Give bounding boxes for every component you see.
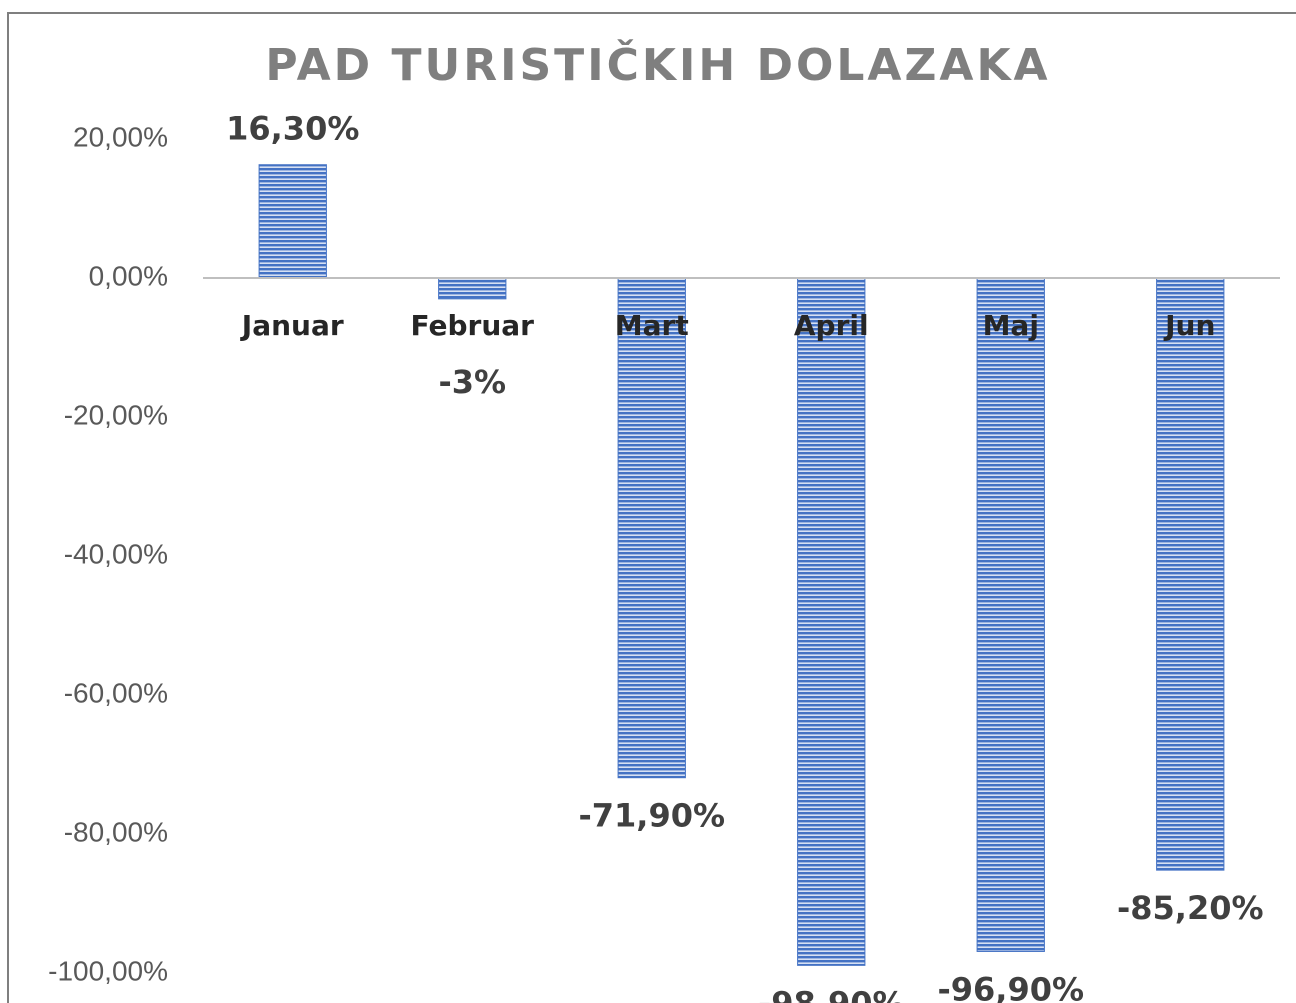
x-tick-label: Februar	[411, 309, 535, 342]
x-tick-label: Maj	[983, 309, 1039, 342]
y-tick-label: 20,00%	[73, 121, 168, 152]
x-tick-label: Januar	[240, 309, 344, 342]
bar	[617, 277, 686, 779]
x-tick-label: April	[794, 309, 869, 342]
y-tick-label: 0,00%	[89, 260, 168, 291]
bar	[976, 277, 1045, 952]
data-label: -98,90%	[758, 984, 905, 1003]
data-label: -71,90%	[578, 797, 725, 835]
x-tick-label: Mart	[615, 309, 689, 342]
y-tick-label: -80,00%	[64, 816, 168, 847]
chart-title: PAD TURISTIČKIH DOLAZAKA	[265, 38, 1050, 91]
y-tick-label: -100,00%	[48, 955, 168, 986]
y-tick-label: -40,00%	[64, 538, 168, 569]
frame	[7, 12, 1296, 1003]
bar	[797, 277, 866, 966]
y-tick-label: -20,00%	[64, 399, 168, 430]
data-label: -3%	[438, 363, 506, 401]
bar	[1156, 277, 1225, 871]
data-label: -85,20%	[1117, 889, 1264, 927]
bar	[438, 277, 507, 300]
x-tick-label: Jun	[1163, 309, 1215, 342]
bar	[258, 164, 327, 279]
y-tick-label: -60,00%	[64, 677, 168, 708]
data-label: 16,30%	[226, 110, 359, 148]
data-label: -96,90%	[937, 970, 1084, 1003]
